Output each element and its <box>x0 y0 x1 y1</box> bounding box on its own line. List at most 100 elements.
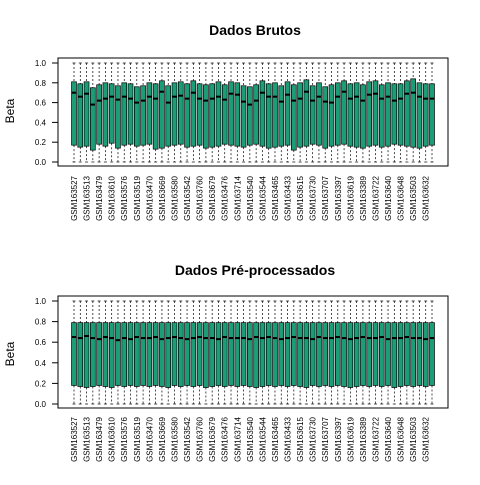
x-tick-label: GSM163669 <box>158 175 167 220</box>
box-body <box>272 82 278 148</box>
box-body <box>360 84 366 149</box>
box-body <box>203 84 209 149</box>
box <box>372 62 379 163</box>
y-tick-label: 0.2 <box>35 379 47 388</box>
box <box>134 300 140 405</box>
box-body <box>190 322 197 387</box>
box <box>347 62 354 163</box>
box <box>410 62 416 163</box>
box-body <box>234 82 241 147</box>
box <box>108 62 115 163</box>
box-body <box>240 322 247 386</box>
box <box>247 62 253 163</box>
box <box>272 62 278 163</box>
box <box>127 62 134 163</box>
box <box>228 300 234 405</box>
box-body <box>221 322 228 387</box>
box-body <box>165 85 172 147</box>
y-tick-label: 0.4 <box>35 118 47 127</box>
x-tick-label: GSM163610 <box>108 416 117 461</box>
box-body <box>152 83 159 150</box>
box-body <box>159 322 165 387</box>
box <box>291 300 297 405</box>
x-tick-label: GSM163714 <box>233 416 242 461</box>
box-body <box>378 84 385 148</box>
box <box>140 62 146 163</box>
box <box>115 300 121 405</box>
box <box>322 300 329 405</box>
box-body <box>360 322 366 386</box>
box <box>297 300 303 405</box>
chart-title: Dados Pré-processados <box>175 262 335 278</box>
box <box>378 300 385 405</box>
box <box>410 300 416 405</box>
x-tick-label: GSM163542 <box>183 175 192 220</box>
box-body <box>416 322 423 386</box>
box-body <box>341 322 347 387</box>
panel-preprocessed-data: Dados Pré-processados Beta 0.00.20.40.60… <box>3 262 449 462</box>
boxes <box>71 300 435 405</box>
box <box>397 62 404 163</box>
box-body <box>397 83 404 146</box>
box-body <box>353 82 360 148</box>
box-body <box>404 80 410 147</box>
panel-raw-data: Dados Brutos Beta 0.0 0.2 0.4 0.6 0.8 1.0 GSM… <box>3 22 449 221</box>
x-tick-label: GSM163679 <box>208 416 217 461</box>
box <box>171 300 178 405</box>
box-body <box>240 85 247 148</box>
box-body <box>385 322 391 386</box>
box <box>429 62 435 163</box>
box-body <box>115 322 121 386</box>
x-tick-label: GSM163527 <box>70 175 79 220</box>
box-body <box>347 83 354 147</box>
box <box>102 62 109 163</box>
box-body <box>102 82 109 147</box>
box <box>203 300 209 405</box>
box <box>429 300 435 405</box>
box <box>265 62 272 163</box>
x-tick-label: GSM163519 <box>133 175 142 220</box>
x-tick-label: GSM163632 <box>422 416 431 461</box>
box <box>77 300 84 405</box>
box-body <box>297 322 303 387</box>
x-tick-label: GSM163542 <box>183 416 192 461</box>
box-body <box>372 322 379 386</box>
x-tick-label: GSM163707 <box>321 175 330 220</box>
box-body <box>146 82 153 145</box>
box-body <box>115 85 121 149</box>
box <box>309 300 316 405</box>
box <box>159 62 165 163</box>
box <box>115 62 121 163</box>
box-body <box>385 82 391 147</box>
box-body <box>83 81 90 147</box>
box <box>391 300 398 405</box>
box-body <box>177 81 184 145</box>
y-axis: 0.0 0.2 0.4 0.6 0.8 1.0 <box>35 297 58 409</box>
box <box>177 300 184 405</box>
x-tick-label: GSM163540 <box>246 175 255 220</box>
box <box>121 300 128 405</box>
box <box>397 300 404 405</box>
box <box>404 62 410 163</box>
box-body <box>303 79 310 147</box>
x-tick-label: GSM163730 <box>309 175 318 220</box>
box-body <box>177 322 184 387</box>
box-body <box>134 322 140 387</box>
box-body <box>228 322 234 386</box>
box-body <box>422 322 429 387</box>
x-tick-label: GSM163513 <box>83 416 92 461</box>
y-tick-label: 0.6 <box>35 338 47 347</box>
x-tick-label: GSM163640 <box>384 416 393 461</box>
box <box>240 300 247 405</box>
box <box>83 62 90 163</box>
x-tick-label: GSM163544 <box>258 416 267 461</box>
box <box>215 62 222 163</box>
box <box>177 62 184 163</box>
box-body <box>171 82 178 146</box>
box <box>196 62 203 163</box>
box-body <box>422 83 429 147</box>
box-body <box>429 322 435 386</box>
x-tick-label: GSM163619 <box>346 175 355 220</box>
box-body <box>209 83 215 148</box>
